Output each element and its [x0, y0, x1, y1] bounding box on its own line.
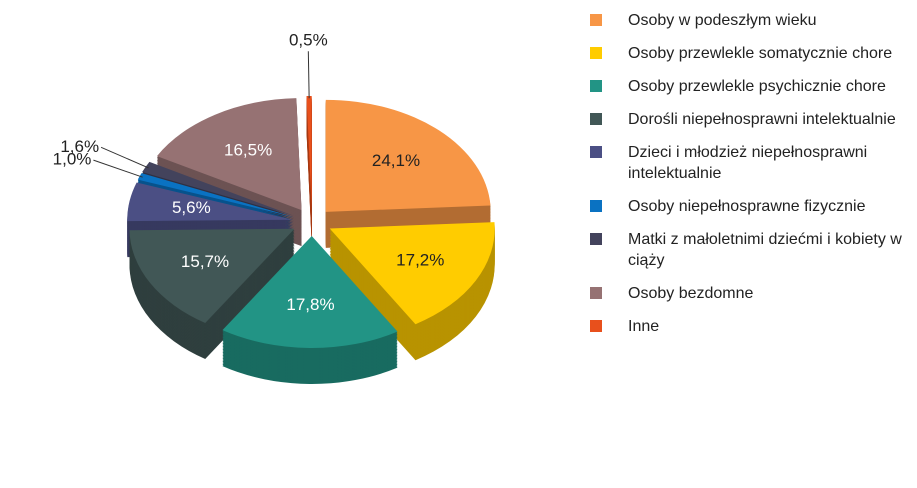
slice: [329, 222, 495, 325]
data-label: 1,6%: [60, 137, 99, 156]
legend-label: Matki z małoletnimi dziećmi i kobiety w …: [628, 231, 902, 269]
legend-item: Dzieci i młodzież niepełnosprawni intele…: [590, 142, 910, 184]
data-label: 5,6%: [172, 198, 211, 217]
legend-swatch: [590, 14, 602, 26]
legend-item: Dorośli niepełnosprawni intelektualnie: [590, 109, 910, 130]
data-label: 24,1%: [372, 151, 420, 170]
legend-swatch: [590, 47, 602, 59]
legend-swatch: [590, 200, 602, 212]
data-label: 0,5%: [289, 31, 328, 50]
legend-item: Matki z małoletnimi dziećmi i kobiety w …: [590, 229, 910, 271]
legend-item: Osoby w podeszłym wieku: [590, 10, 910, 31]
slice: [306, 96, 312, 209]
legend-swatch: [590, 146, 602, 158]
slice: [137, 173, 294, 217]
legend-item: Osoby przewlekle psychicznie chore: [590, 76, 910, 97]
data-label: 16,5%: [224, 140, 272, 159]
data-label: 1,0%: [53, 150, 92, 169]
legend-label: Osoby w podeszłym wieku: [628, 12, 817, 29]
slice: [127, 182, 293, 222]
legend-label: Osoby bezdomne: [628, 285, 754, 302]
legend-item: Osoby przewlekle somatycznie chore: [590, 43, 910, 64]
data-label: 17,8%: [286, 295, 334, 314]
slice: [129, 228, 295, 323]
leader-line: [100, 146, 149, 169]
legend-label: Inne: [628, 318, 660, 335]
leader-line: [93, 159, 143, 178]
pie-area: 24,1% 17,2% 17,8% 15,7% 5,6% 1,0%1,6% 16,5% 0,5…: [53, 31, 495, 384]
legend-label: Dzieci i młodzież niepełnosprawni intele…: [628, 144, 868, 182]
legend-item: Osoby bezdomne: [590, 283, 910, 304]
legend-label: Dorośli niepełnosprawni intelektualnie: [628, 111, 896, 128]
legend-swatch: [590, 113, 602, 125]
legend-item: Inne: [590, 316, 910, 337]
slice: [325, 99, 491, 212]
legend-label: Osoby przewlekle psychicznie chore: [628, 78, 886, 95]
legend-label: Osoby niepełnosprawne fizycznie: [628, 198, 866, 215]
legend-swatch: [590, 287, 602, 299]
legend: Osoby w podeszłym wieku Osoby przewlekle …: [590, 10, 910, 337]
legend-swatch: [590, 233, 602, 245]
legend-item: Osoby niepełnosprawne fizycznie: [590, 196, 910, 217]
data-label: 17,2%: [396, 250, 444, 269]
slice: [222, 235, 398, 348]
legend-swatch: [590, 320, 602, 332]
legend-label: Osoby przewlekle somatycznie chore: [628, 45, 893, 62]
legend-swatch: [590, 80, 602, 92]
leader-line: [307, 51, 310, 99]
slice: [142, 161, 295, 216]
data-label: 15,7%: [181, 252, 229, 271]
slice: [156, 98, 302, 211]
